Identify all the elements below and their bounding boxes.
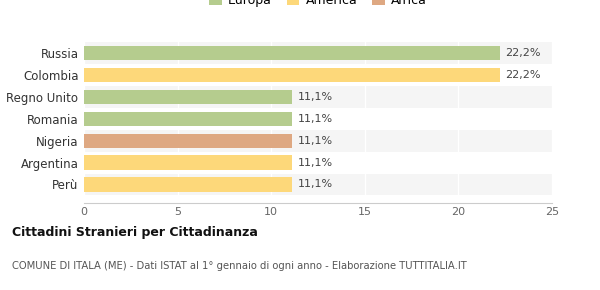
Bar <box>84 64 552 86</box>
Text: 11,1%: 11,1% <box>298 92 332 102</box>
Bar <box>84 152 552 173</box>
Bar <box>84 130 552 152</box>
Bar <box>84 68 500 82</box>
Text: 22,2%: 22,2% <box>505 48 541 58</box>
Bar <box>84 46 500 61</box>
Text: COMUNE DI ITALA (ME) - Dati ISTAT al 1° gennaio di ogni anno - Elaborazione TUTT: COMUNE DI ITALA (ME) - Dati ISTAT al 1° … <box>12 261 467 271</box>
Text: 11,1%: 11,1% <box>298 180 332 189</box>
Bar <box>84 42 552 64</box>
Bar <box>84 155 292 170</box>
Bar <box>84 177 292 191</box>
Bar <box>84 173 552 195</box>
Text: 22,2%: 22,2% <box>505 70 541 80</box>
Bar <box>84 90 292 104</box>
Bar <box>84 86 552 108</box>
Bar <box>84 108 552 130</box>
Legend: Europa, America, Africa: Europa, America, Africa <box>209 0 427 7</box>
Text: 11,1%: 11,1% <box>298 136 332 146</box>
Text: 11,1%: 11,1% <box>298 114 332 124</box>
Text: Cittadini Stranieri per Cittadinanza: Cittadini Stranieri per Cittadinanza <box>12 226 258 239</box>
Bar <box>84 134 292 148</box>
Bar <box>84 112 292 126</box>
Text: 11,1%: 11,1% <box>298 157 332 168</box>
